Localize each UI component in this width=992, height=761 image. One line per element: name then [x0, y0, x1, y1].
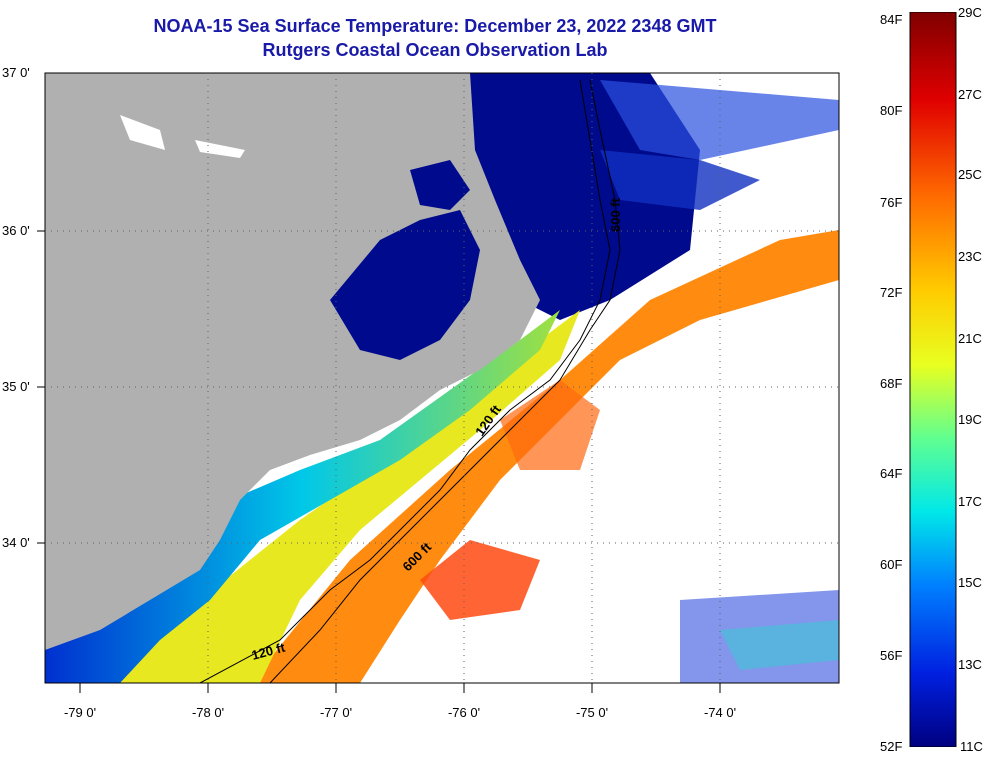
isobath-120ft: [199, 79, 611, 683]
inland-lake: [120, 115, 165, 150]
map-subtitle: Rutgers Coastal Ocean Observation Lab: [262, 40, 608, 60]
colorbar-f-label: 56F: [880, 648, 903, 663]
latitude-label: 36 0': [2, 223, 30, 238]
colorbar-c-label: 25C: [958, 167, 982, 182]
colorbar-c-label: 13C: [958, 657, 982, 672]
longitude-label: -79 0': [64, 705, 96, 720]
colorbar-c-label: 19C: [958, 412, 982, 427]
longitude-label: -74 0': [704, 705, 736, 720]
colorbar-f-label: 84F: [880, 12, 903, 27]
land-mass: [45, 73, 540, 650]
colorbar-gradient: [909, 12, 957, 747]
colorbar-f-label: 64F: [880, 466, 903, 481]
longitude-label: -75 0': [576, 705, 608, 720]
longitude-label: -76 0': [448, 705, 480, 720]
longitude-label: -78 0': [192, 705, 224, 720]
colorbar-f-label: 52F: [880, 739, 903, 754]
latitude-label: 34 0': [2, 535, 30, 550]
colorbar-c-label: 15C: [958, 575, 982, 590]
pamlico-sound: [330, 210, 480, 360]
gulf-stream-region: [250, 230, 839, 683]
latitude-label: 35 0': [2, 379, 30, 394]
map-frame: [44, 72, 840, 684]
colorbar-f-label: 68F: [880, 376, 903, 391]
map-title: NOAA-15 Sea Surface Temperature: Decembe…: [153, 16, 717, 36]
colorbar-c-label: 21C: [958, 331, 982, 346]
isobath-600ft: [269, 79, 621, 683]
colorbar-f-label: 76F: [880, 195, 903, 210]
colorbar-f-label: 80F: [880, 103, 903, 118]
longitude-label: -77 0': [320, 705, 352, 720]
nearshore-water-region: [45, 310, 560, 683]
inland-lake: [195, 140, 245, 158]
colorbar-c-label: 17C: [958, 494, 982, 509]
colorbar-f-label: 72F: [880, 285, 903, 300]
latitude-label: 37 0': [2, 65, 30, 80]
albemarle-sound: [410, 160, 470, 210]
colorbar-f-label: 60F: [880, 557, 903, 572]
isobath-label: 600 ft: [608, 197, 623, 232]
graticule: [45, 73, 839, 683]
colorbar-c-label: 29C: [958, 5, 982, 20]
shelf-water-region: [100, 310, 580, 683]
colorbar: [909, 12, 957, 747]
colorbar-c-label: 23C: [958, 249, 982, 264]
colorbar-c-label: 27C: [958, 87, 982, 102]
sst-map: 120 ft 600 ft 600 ft 120 ft 37 0' 36 0' …: [2, 65, 840, 720]
axis-ticks: [37, 230, 721, 693]
colorbar-c-label: 11C: [960, 739, 983, 754]
